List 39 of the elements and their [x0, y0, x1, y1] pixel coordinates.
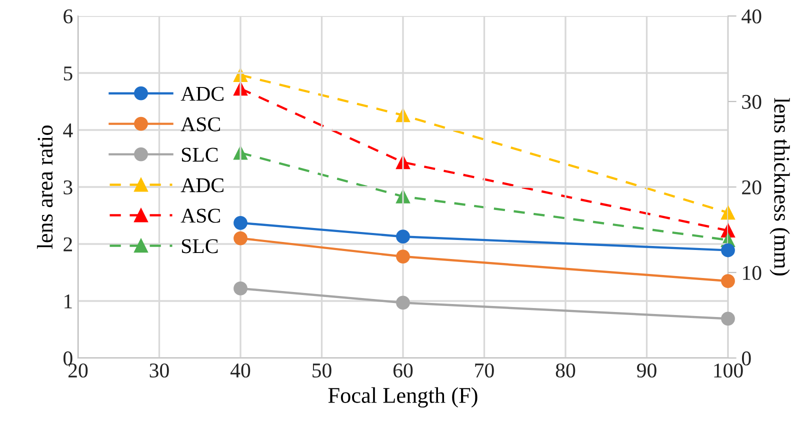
y2-tick-label: 30 — [742, 94, 762, 109]
y2-axis-title: lens thickness (mm) — [770, 98, 790, 276]
x-tick-label: 90 — [637, 363, 656, 378]
y-tick-label: 2 — [64, 237, 72, 252]
y-tick-label: 6 — [64, 9, 73, 24]
x-tick-label: 30 — [150, 363, 169, 378]
x-tick-label: 100 — [714, 363, 743, 378]
y2-tick-label: 20 — [742, 180, 762, 194]
legend-label: SLC — [182, 239, 218, 254]
x-tick-label: 40 — [230, 363, 250, 378]
x-tick-label: 80 — [556, 363, 576, 378]
legend-label: ASC — [180, 208, 220, 223]
y-axis-title: lens area ratio — [37, 126, 53, 249]
y-tick-label: 1 — [64, 294, 72, 308]
point — [721, 312, 735, 326]
x-tick-label: 20 — [68, 363, 88, 378]
legend-label: SLC — [182, 148, 218, 162]
legend-label: ADC — [180, 178, 224, 192]
point — [396, 250, 410, 264]
point — [234, 231, 248, 246]
point — [721, 274, 735, 288]
legend-label: ASC — [180, 117, 220, 132]
x-tick-label: 70 — [475, 363, 494, 378]
x-tick-label: 60 — [393, 363, 413, 378]
x-axis-title: Focal Length (F) — [328, 387, 478, 408]
point — [396, 296, 410, 310]
x-tick-label: 50 — [312, 363, 332, 378]
y-tick-label: 0 — [64, 351, 72, 366]
point — [234, 216, 248, 230]
legend-label: ADC — [180, 86, 224, 101]
point — [721, 243, 735, 258]
y-tick-label: 3 — [64, 180, 72, 194]
y2-tick-label: 10 — [743, 266, 762, 280]
y2-tick-label: 0 — [742, 351, 751, 366]
y-tick-label: 5 — [64, 66, 72, 80]
y2-tick-label: 40 — [742, 9, 762, 24]
y-tick-label: 4 — [63, 124, 73, 138]
point — [234, 282, 248, 296]
point — [396, 230, 410, 244]
